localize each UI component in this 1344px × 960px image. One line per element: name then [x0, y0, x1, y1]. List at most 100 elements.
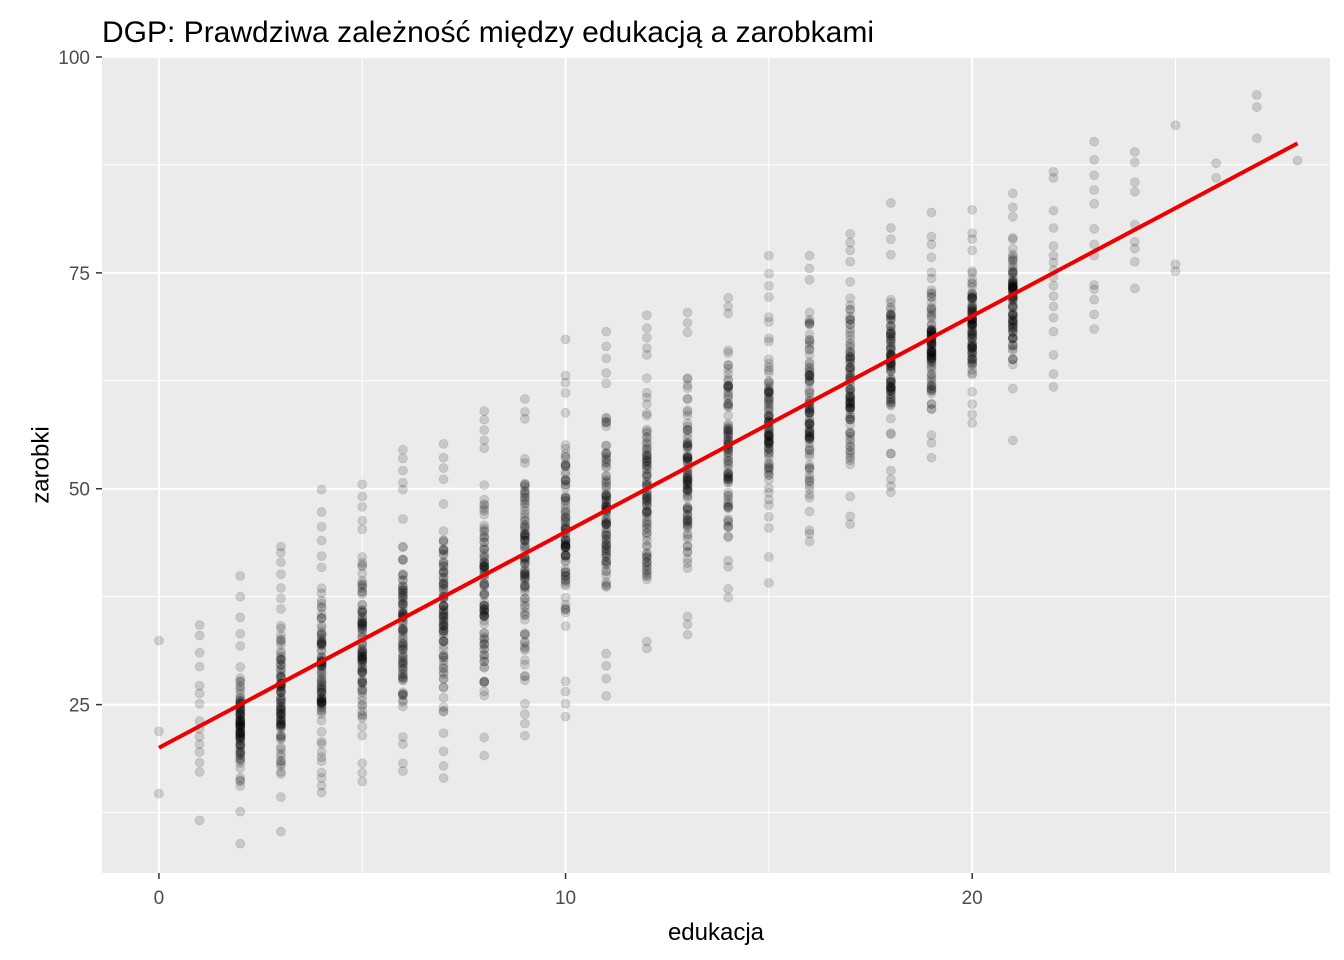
data-point [235, 723, 246, 734]
data-point [641, 561, 652, 571]
data-point [601, 523, 612, 534]
data-point [438, 567, 449, 578]
x-tick-label: 0 [154, 888, 165, 909]
data-point [1048, 223, 1059, 233]
data-point [641, 455, 652, 466]
data-point [276, 648, 286, 659]
data-point [560, 474, 571, 485]
data-point [763, 458, 774, 469]
data-point [1048, 205, 1059, 216]
data-point [885, 429, 896, 440]
data-point [682, 373, 693, 384]
data-point [438, 609, 449, 620]
data-point [276, 713, 286, 724]
data-point [398, 766, 408, 777]
data-point [357, 649, 368, 659]
data-point [519, 610, 530, 621]
data-point [641, 557, 652, 568]
data-point [479, 601, 490, 611]
data-point [479, 533, 490, 543]
data-point [845, 427, 856, 438]
data-point [845, 414, 856, 425]
data-point [845, 293, 856, 304]
data-point [357, 491, 368, 502]
data-point [276, 714, 286, 725]
data-point [316, 688, 327, 698]
data-point [519, 568, 530, 579]
data-point [845, 324, 856, 335]
data-point [682, 472, 693, 483]
data-point [398, 656, 408, 667]
data-point [641, 444, 652, 455]
data-point [1129, 177, 1140, 188]
data-point [723, 521, 734, 532]
data-point [682, 451, 693, 462]
data-point [601, 326, 612, 337]
data-point [519, 571, 530, 581]
data-point [357, 612, 368, 623]
data-point [601, 549, 612, 559]
data-point [316, 696, 327, 707]
data-point [845, 354, 856, 365]
data-point [641, 471, 652, 482]
data-point [276, 651, 286, 662]
data-point [885, 381, 896, 391]
data-point [560, 567, 571, 577]
data-point [1251, 133, 1262, 144]
data-point [519, 498, 530, 508]
data-point [885, 304, 896, 315]
data-point [357, 677, 368, 688]
data-points [154, 90, 1303, 849]
data-point [479, 732, 490, 743]
data-point [763, 376, 774, 386]
data-point [682, 453, 693, 463]
data-point [763, 336, 774, 347]
data-point [316, 696, 327, 707]
data-point [438, 644, 449, 655]
data-point [601, 454, 612, 465]
data-point [641, 460, 652, 471]
data-point [235, 612, 246, 623]
data-point [357, 685, 368, 696]
data-point [194, 647, 205, 658]
data-point [235, 750, 246, 761]
data-point [519, 486, 530, 497]
data-point [763, 426, 774, 437]
data-point [641, 505, 652, 516]
data-point [1089, 223, 1100, 234]
data-point [804, 432, 815, 442]
data-point [560, 607, 571, 618]
data-point [519, 529, 530, 540]
data-point [641, 565, 652, 576]
data-point [398, 444, 408, 455]
data-point [235, 740, 246, 751]
data-point [682, 480, 693, 491]
data-point [967, 369, 978, 380]
data-point [1007, 383, 1018, 394]
data-point [885, 321, 896, 331]
data-point [641, 457, 652, 467]
data-point [682, 443, 693, 454]
data-point [194, 767, 205, 777]
data-point [519, 629, 530, 640]
data-point [845, 450, 856, 460]
data-point [601, 541, 612, 551]
data-point [804, 445, 815, 456]
data-point [601, 536, 612, 546]
data-point [357, 515, 368, 526]
data-point [682, 433, 693, 444]
data-point [723, 373, 734, 384]
data-point [723, 456, 734, 466]
data-point [357, 644, 368, 654]
data-point [316, 697, 327, 708]
data-point [885, 329, 896, 340]
data-point [398, 675, 408, 686]
data-point [560, 542, 571, 552]
data-point [804, 448, 815, 459]
data-point [438, 682, 449, 693]
data-point [845, 391, 856, 402]
data-point [845, 397, 856, 408]
data-point [845, 402, 856, 413]
data-point [276, 695, 286, 706]
data-point [235, 723, 246, 733]
